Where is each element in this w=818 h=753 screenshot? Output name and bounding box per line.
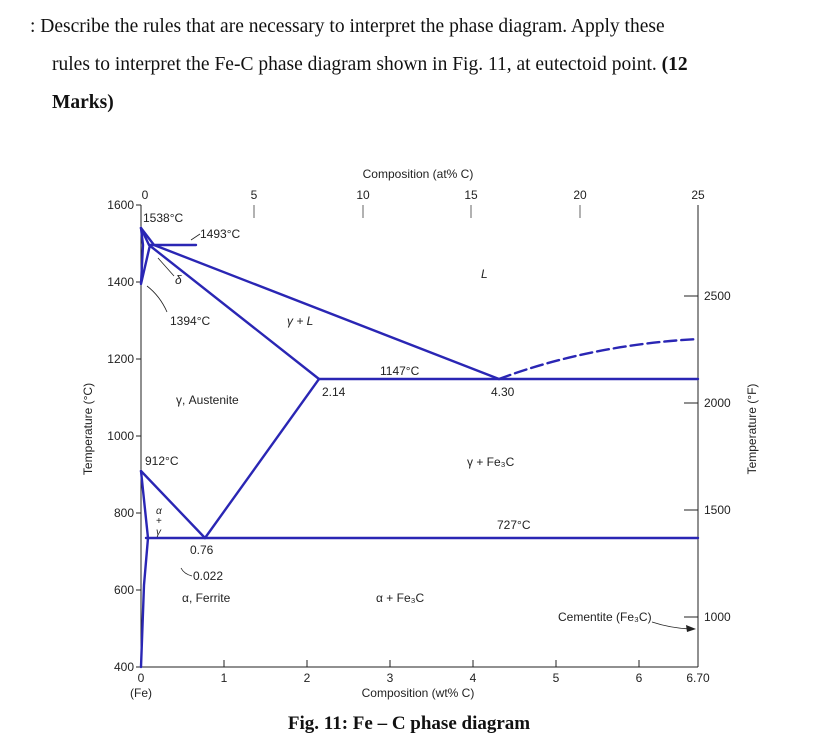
left-tick-400: 400: [114, 660, 134, 674]
left-axis-title: Temperature (°C): [81, 383, 95, 475]
label-liquid: L: [481, 267, 488, 281]
label-cementite: Cementite (Fe₃C): [558, 610, 652, 624]
left-tick-600: 600: [114, 583, 134, 597]
top-tick-20: 20: [573, 188, 587, 202]
bottom-tick-5: 5: [553, 671, 560, 685]
right-tick-1000: 1000: [704, 610, 731, 624]
right-tick-marks: [684, 295, 698, 618]
top-tick-10: 10: [356, 188, 370, 202]
bottom-tick-670: 6.70: [686, 671, 710, 685]
left-tick-1600: 1600: [107, 198, 134, 212]
leader-1493: [190, 233, 201, 241]
right-tick-2000: 2000: [704, 396, 731, 410]
right-tick-1500: 1500: [704, 503, 731, 517]
top-tick-25: 25: [691, 188, 705, 202]
bottom-tick-4: 4: [470, 671, 477, 685]
left-tick-1400: 1400: [107, 275, 134, 289]
leader-1394: [146, 285, 168, 313]
question-line-1: : Describe the rules that are necessary …: [30, 16, 665, 37]
liquidus-line: [139, 226, 501, 381]
label-214: 2.14: [322, 385, 346, 399]
phase-boundaries: [139, 226, 700, 669]
a3-line: [139, 469, 207, 540]
acm-line: [203, 377, 321, 540]
label-1493: 1493°C: [200, 227, 240, 241]
marks-close: Marks): [52, 92, 114, 113]
cementite-arrow: [651, 621, 691, 630]
label-ferrite: α, Ferrite: [182, 591, 231, 605]
question-line-2: rules to interpret the Fe-C phase diagra…: [52, 54, 688, 75]
label-430: 4.30: [491, 385, 515, 399]
question-text: : Describe the rules that are necessary …: [30, 8, 790, 122]
top-tick-0: 0: [142, 188, 149, 202]
right-tick-2500: 2500: [704, 289, 731, 303]
top-tick-15: 15: [464, 188, 478, 202]
bottom-axis-title: Composition (wt% C): [362, 686, 475, 700]
label-gamma-small: γ: [156, 527, 162, 538]
label-gamma-fe3c: γ + Fe₃C: [467, 455, 515, 469]
label-1538: 1538°C: [143, 211, 183, 225]
bottom-tick-3: 3: [387, 671, 394, 685]
label-1394: 1394°C: [170, 314, 210, 328]
left-tick-1200: 1200: [107, 352, 134, 366]
fe-label: (Fe): [130, 686, 152, 700]
label-727: 727°C: [497, 518, 531, 532]
left-tick-1000: 1000: [107, 429, 134, 443]
label-delta: δ: [175, 273, 182, 287]
left-tick-marks: [136, 204, 141, 668]
label-912: 912°C: [145, 454, 179, 468]
solvus-line: [139, 536, 150, 669]
bottom-tick-0: 0: [138, 671, 145, 685]
label-076: 0.76: [190, 543, 214, 557]
leader-delta: [157, 257, 175, 277]
cementite-arrowhead: [686, 625, 696, 632]
label-austenite: γ, Austenite: [176, 393, 239, 407]
delta-boundary-lines: [139, 226, 152, 286]
marks-open: (12: [661, 54, 688, 75]
cementite-liquidus-line: [497, 337, 700, 381]
label-alpha-small: α: [156, 506, 162, 517]
label-gamma-l: γ + L: [287, 314, 313, 328]
bottom-tick-marks: [223, 660, 640, 667]
bottom-tick-2: 2: [304, 671, 311, 685]
top-tick-5: 5: [251, 188, 258, 202]
label-alpha-fe3c: α + Fe₃C: [376, 591, 425, 605]
top-axis-title: Composition (at% C): [363, 167, 474, 181]
leader-0022: [180, 567, 193, 577]
label-0022: 0.022: [193, 569, 223, 583]
alpha-gamma-line: [139, 469, 150, 540]
bottom-tick-1: 1: [221, 671, 228, 685]
label-1147: 1147°C: [380, 364, 420, 378]
question-line-3: Marks): [30, 84, 790, 122]
left-tick-800: 800: [114, 506, 134, 520]
top-tick-marks: [253, 205, 581, 218]
figure-caption: Fig. 11: Fe – C phase diagram: [287, 713, 531, 734]
bottom-tick-6: 6: [636, 671, 643, 685]
right-axis-title: Temperature (°F): [745, 384, 759, 475]
label-plus-small: +: [156, 516, 162, 527]
